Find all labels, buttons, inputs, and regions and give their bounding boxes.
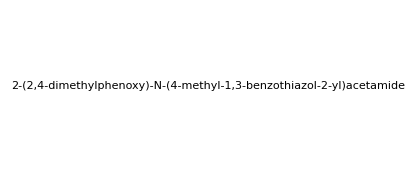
Text: 2-(2,4-dimethylphenoxy)-N-(4-methyl-1,3-benzothiazol-2-yl)acetamide: 2-(2,4-dimethylphenoxy)-N-(4-methyl-1,3-… (11, 81, 406, 91)
